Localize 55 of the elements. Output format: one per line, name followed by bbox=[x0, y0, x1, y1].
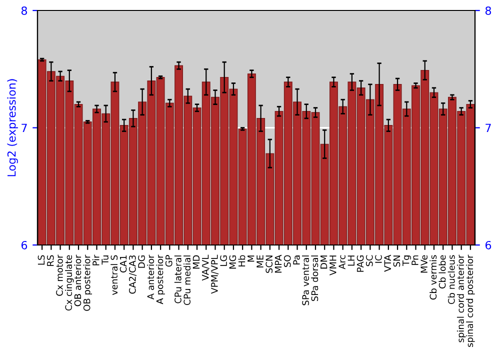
x-tick-label: Cb lobe bbox=[438, 255, 446, 288]
x-tick-label: CA1 bbox=[120, 256, 127, 272]
x-tick-label: Hb bbox=[238, 255, 246, 266]
x-tick-label: Pir bbox=[92, 254, 100, 266]
y-tick-label: 7 bbox=[22, 124, 27, 132]
x-tick-label: DG bbox=[138, 255, 145, 268]
x-tick-label: spinal cord anterior bbox=[456, 254, 466, 342]
x-tick-label: PAG bbox=[356, 255, 364, 272]
x-tick-label: A posterior bbox=[156, 254, 165, 304]
y2-tick-label: 8 bbox=[485, 6, 492, 15]
x-tick-label: Arc bbox=[338, 255, 346, 270]
x-tick-label: SPa dorsal bbox=[311, 256, 318, 302]
x-tick-label: Cx motor bbox=[56, 254, 63, 296]
x-tick-label: LG bbox=[220, 255, 227, 266]
x-tick-label: IC bbox=[375, 255, 382, 263]
x-tick-label: SC bbox=[366, 255, 373, 266]
y-tick-label: 8 bbox=[21, 6, 28, 15]
x-tick-label: M bbox=[248, 256, 254, 262]
x-tick-label: A anterior bbox=[147, 254, 154, 300]
x-tick-label: DM bbox=[320, 256, 328, 269]
x-tick-label: OB anterior bbox=[74, 254, 82, 306]
x-tick-label: Pa bbox=[293, 256, 300, 264]
x-tick-label: CA2/CA3 bbox=[128, 255, 137, 294]
x-tick-label: SCN bbox=[266, 256, 273, 273]
x-tick-label: RS bbox=[46, 255, 54, 266]
x-tick-label: ventral S bbox=[110, 255, 118, 295]
x-tick-label: VA/VL bbox=[202, 254, 210, 281]
x-tick-label: spinal cord posterior bbox=[466, 254, 475, 347]
x-tick-label: MD bbox=[192, 255, 200, 269]
x-tick-label: OB posterior bbox=[83, 254, 92, 311]
x-tick-label: Cb nucleus bbox=[448, 255, 455, 304]
x-tick-label: SN bbox=[393, 256, 400, 267]
y-tick-label: 6 bbox=[21, 240, 28, 250]
x-tick-label: SPa ventral bbox=[302, 256, 309, 306]
x-tick-label: MPA bbox=[274, 254, 282, 273]
x-tick-label: CPu lateral bbox=[174, 256, 182, 304]
x-tick-label: GP bbox=[165, 255, 172, 267]
x-tick-label: ME bbox=[256, 255, 264, 268]
y-axis-title: Log2 (expression) bbox=[7, 79, 18, 176]
x-tick-label: MVe bbox=[420, 255, 428, 273]
x-tick-label: Tu bbox=[102, 256, 108, 265]
x-tick-label: Tg bbox=[402, 256, 412, 266]
x-tick-label: Pn bbox=[412, 255, 418, 265]
x-tick-label: VPM/VPL bbox=[211, 254, 219, 294]
x-tick-label: VMH bbox=[330, 256, 336, 276]
x-tick-label: CPu medial bbox=[184, 256, 191, 306]
x-tick-label: Cx cingulate bbox=[65, 255, 74, 311]
x-tick-label: MG bbox=[229, 255, 236, 269]
y2-tick-label: 7 bbox=[486, 124, 491, 132]
x-tick-label: SO bbox=[284, 255, 291, 267]
x-tick-label: VTA bbox=[384, 254, 391, 272]
y2-tick-label: 6 bbox=[486, 240, 492, 250]
x-tick-label: Cb vermis bbox=[430, 255, 437, 300]
x-tick-label: LS bbox=[38, 255, 45, 265]
x-tick-label: LH bbox=[348, 256, 354, 266]
